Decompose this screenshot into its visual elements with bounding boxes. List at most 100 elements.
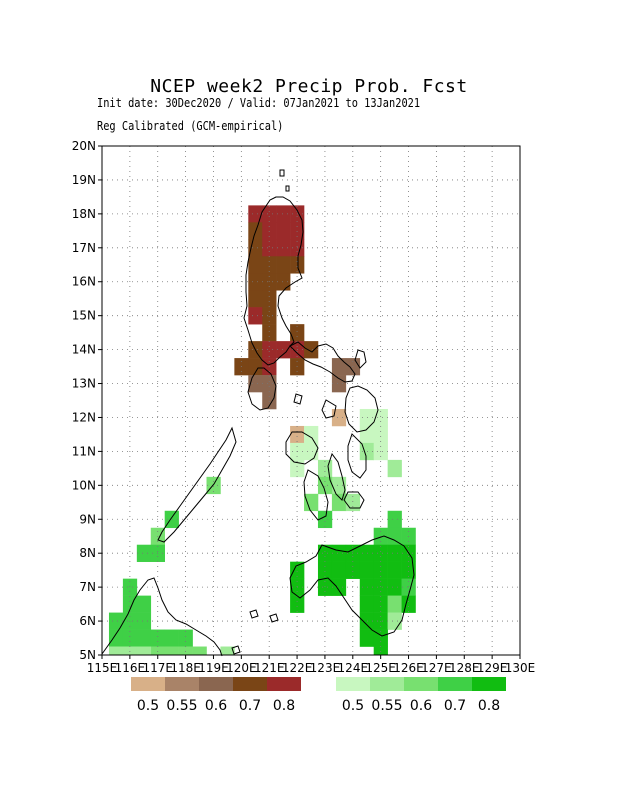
lat-tick-label: 7N <box>79 580 96 594</box>
forecast-cell <box>262 290 277 308</box>
forecast-cell <box>108 629 124 647</box>
forecast-cell <box>276 256 291 274</box>
legend-swatch <box>370 677 404 691</box>
forecast-cell <box>317 578 333 596</box>
forecast-cells <box>108 205 416 656</box>
forecast-cell <box>164 629 179 647</box>
forecast-cell <box>304 341 319 359</box>
philippines-coastline <box>101 169 415 657</box>
leyte-coast <box>347 433 367 479</box>
forecast-cell <box>317 510 333 529</box>
lon-tick-label: 129E <box>477 661 508 675</box>
forecast-cell <box>262 324 277 342</box>
forecast-cell <box>248 290 263 308</box>
forecast-cell <box>401 595 416 613</box>
forecast-cell <box>331 561 347 579</box>
forecast-cell <box>331 578 347 596</box>
forecast-cell <box>387 510 402 529</box>
legend-label: 0.5 <box>342 698 364 714</box>
legend-swatch <box>233 677 267 691</box>
forecast-cell <box>262 256 277 274</box>
legend-swatch <box>472 677 506 691</box>
lon-tick-label: 119E <box>198 661 229 675</box>
forecast-cell <box>317 459 333 478</box>
lat-tick-label: 20N <box>72 139 96 153</box>
lon-tick-label: 123E <box>310 661 341 675</box>
forecast-cell <box>164 646 179 656</box>
forecast-cell <box>248 205 263 223</box>
lat-tick-label: 8N <box>79 546 96 560</box>
lon-tick-label: 125E <box>365 661 396 675</box>
legend-label: 0.7 <box>239 698 261 714</box>
map-subtitle-method: Reg Calibrated (GCM-empirical) <box>97 119 284 133</box>
mindoro-coast <box>247 367 277 411</box>
forecast-cell <box>262 307 277 325</box>
forecast-cell <box>262 222 277 240</box>
forecast-cell <box>206 476 221 495</box>
forecast-cell <box>290 425 305 444</box>
forecast-cell <box>387 612 402 630</box>
luzon-coast <box>243 196 304 366</box>
lon-tick-label: 115E <box>87 661 118 675</box>
lon-tick-label: 121E <box>254 661 285 675</box>
forecast-cell <box>290 222 305 240</box>
lon-tick-label: 126E <box>393 661 424 675</box>
legend-swatch <box>131 677 165 691</box>
forecast-cell <box>359 544 374 562</box>
legend-label: 0.5 <box>137 698 159 714</box>
forecast-cell <box>136 612 152 630</box>
legend-swatch <box>267 677 301 691</box>
legend-label: 0.8 <box>478 698 500 714</box>
lon-tick-label: 120E <box>226 661 257 675</box>
borneo-coast <box>101 577 223 657</box>
forecast-cell <box>276 273 291 291</box>
lat-tick-label: 19N <box>72 173 96 187</box>
panay-coast <box>285 431 319 465</box>
forecast-cell <box>248 273 263 291</box>
romblon-island <box>293 393 303 405</box>
forecast-cell <box>373 629 388 647</box>
forecast-cell <box>331 408 347 427</box>
forecast-cell <box>401 561 416 579</box>
forecast-cell <box>373 578 388 596</box>
forecast-cell <box>373 544 388 562</box>
forecast-cell <box>359 442 374 461</box>
forecast-cell <box>248 256 263 274</box>
forecast-cell <box>150 646 165 656</box>
forecast-cell <box>262 239 277 257</box>
forecast-cell <box>387 459 402 478</box>
forecast-cell <box>178 646 193 656</box>
lon-tick-label: 118E <box>170 661 201 675</box>
legend-label: 0.6 <box>410 698 432 714</box>
forecast-cell <box>359 561 374 579</box>
forecast-cell <box>276 222 291 240</box>
forecast-cell <box>331 476 347 495</box>
catanduanes-island <box>354 349 367 369</box>
lon-tick-label: 122E <box>282 661 313 675</box>
forecast-cell <box>359 578 374 596</box>
forecast-cell <box>136 595 152 613</box>
forecast-cell <box>387 544 402 562</box>
forecast-cell <box>290 595 305 613</box>
lat-tick-label: 15N <box>72 309 96 323</box>
forecast-cell <box>192 646 207 656</box>
forecast-cell <box>331 544 347 562</box>
grid-lines <box>102 146 520 655</box>
legend-label: 0.55 <box>371 698 402 714</box>
forecast-cell <box>359 612 374 630</box>
forecast-cell <box>122 646 138 656</box>
lon-tick-label: 127E <box>421 661 452 675</box>
palawan-coast <box>157 426 237 543</box>
forecast-cell <box>136 629 152 647</box>
forecast-cell <box>290 561 305 579</box>
lat-tick-label: 17N <box>72 241 96 255</box>
lon-tick-label: 116E <box>115 661 146 675</box>
forecast-cell <box>122 629 138 647</box>
legend-swatch <box>404 677 438 691</box>
forecast-cell <box>136 544 152 562</box>
legend-swatch <box>336 677 370 691</box>
lat-tick-label: 16N <box>72 275 96 289</box>
lat-tick-label: 14N <box>72 343 96 357</box>
legend-swatch <box>165 677 199 691</box>
forecast-cell <box>317 476 333 495</box>
